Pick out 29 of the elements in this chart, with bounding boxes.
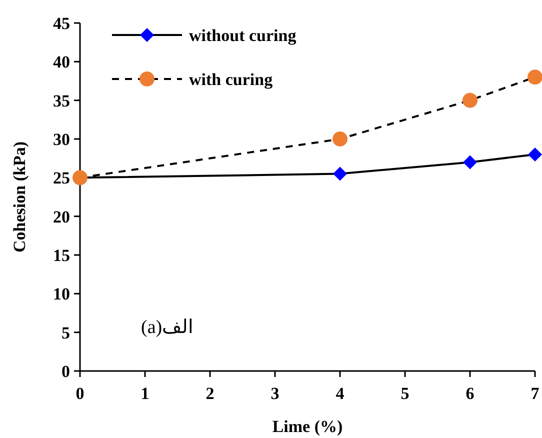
x-tick-label: 3 <box>270 384 280 403</box>
y-tick-label: 0 <box>62 362 70 381</box>
x-tick-label: 2 <box>206 384 214 403</box>
point <box>462 92 478 108</box>
x-tick-label: 5 <box>400 384 410 403</box>
x-tick-label: 0 <box>76 384 84 403</box>
legend-label: without curing <box>189 26 297 45</box>
y-tick-label: 40 <box>53 52 70 72</box>
y-axis-title: Cohesion (kPa) <box>10 142 29 252</box>
annotation: الف(a) <box>141 317 194 338</box>
y-tick-label: 25 <box>53 168 70 188</box>
legend-label: with curing <box>189 70 274 89</box>
point <box>332 132 348 146</box>
point <box>463 155 477 170</box>
y-tick-label: 30 <box>53 130 70 149</box>
y-tick-label: 20 <box>53 207 70 226</box>
x-tick-label: 1 <box>140 384 150 403</box>
point <box>528 147 542 162</box>
y-tick-label: 5 <box>62 323 70 342</box>
x-tick-label: 4 <box>336 384 345 403</box>
point <box>333 166 347 181</box>
y-tick-label: 15 <box>53 246 70 265</box>
y-tick-label: 35 <box>53 91 70 110</box>
point <box>528 70 542 85</box>
x-tick-label: 7 <box>530 384 540 403</box>
y-tick-label: 10 <box>53 284 70 304</box>
y-tick-label: 45 <box>53 14 70 33</box>
x-axis-title: Lime (%) <box>272 417 343 436</box>
x-tick-label: 6 <box>466 384 474 403</box>
